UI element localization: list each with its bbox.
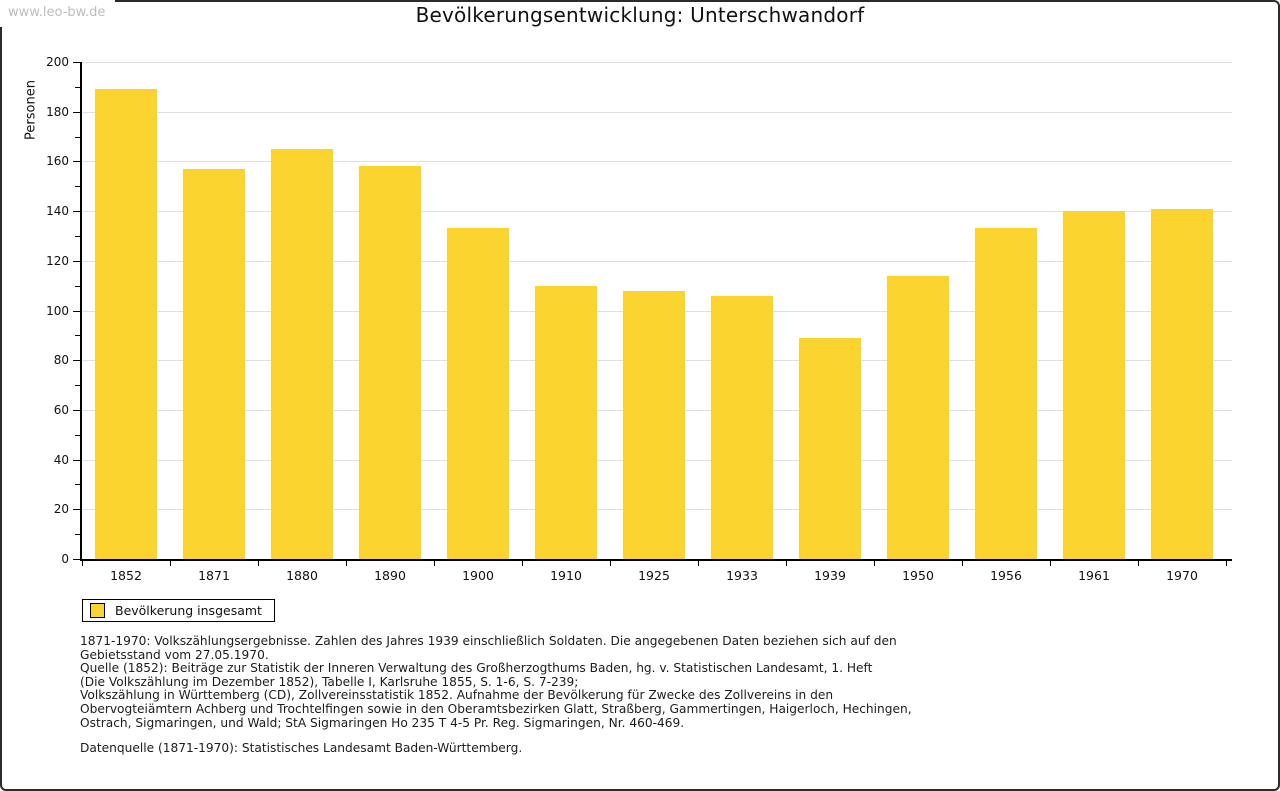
legend: Bevölkerung insgesamt <box>82 599 275 622</box>
x-axis-label-1852: 1852 <box>110 568 142 583</box>
y-axis-major-tick <box>73 509 80 511</box>
y-axis-minor-tick <box>75 385 80 387</box>
x-axis-label-1950: 1950 <box>902 568 934 583</box>
y-axis-major-tick <box>73 459 80 461</box>
bar-1961[interactable] <box>1063 211 1125 559</box>
x-axis-tick <box>610 559 611 566</box>
y-axis-major-tick <box>73 161 80 163</box>
x-axis-tick <box>346 559 347 566</box>
gridline <box>82 62 1232 63</box>
y-axis-minor-tick <box>75 235 80 237</box>
x-axis-label-1939: 1939 <box>814 568 846 583</box>
y-axis-tick-label: 60 <box>53 402 69 417</box>
bar-1900[interactable] <box>447 228 509 559</box>
bar-1910[interactable] <box>535 285 597 559</box>
y-axis-tick-label: 200 <box>46 55 69 69</box>
y-axis-tick-label: 40 <box>53 452 69 467</box>
footnotes-block: 1871-1970: Volkszählungsergebnisse. Zahl… <box>80 634 912 730</box>
x-axis-label-1890: 1890 <box>374 568 406 583</box>
gridline <box>82 211 1232 213</box>
x-axis-label-1933: 1933 <box>726 568 758 583</box>
x-axis-tick <box>1226 559 1227 566</box>
y-axis-major-tick <box>73 360 80 362</box>
datasource-line: Datenquelle (1871-1970): Statistisches L… <box>80 741 523 755</box>
y-axis-major-tick <box>73 260 80 262</box>
y-axis-minor-tick <box>75 434 80 436</box>
bar-1852[interactable] <box>95 89 157 559</box>
y-axis-minor-tick <box>75 484 80 486</box>
y-axis-major-tick <box>73 409 80 411</box>
y-axis-major-tick <box>73 211 80 213</box>
bar-1890[interactable] <box>359 166 421 559</box>
y-axis-minor-tick <box>75 534 80 536</box>
x-axis-tick <box>1138 559 1139 566</box>
watermark-link[interactable]: www.leo-bw.de <box>0 0 116 27</box>
y-axis-major-tick <box>73 111 80 113</box>
footnote-line: (Die Volkszählung im Dezember 1852), Tab… <box>80 674 579 689</box>
x-axis-tick <box>698 559 699 566</box>
x-axis-tick <box>82 559 83 566</box>
gridline <box>82 161 1232 163</box>
legend-label: Bevölkerung insgesamt <box>115 603 262 618</box>
x-axis-label-1961: 1961 <box>1078 568 1110 583</box>
x-axis-tick <box>874 559 875 566</box>
x-axis-tick <box>962 559 963 566</box>
x-axis-tick <box>258 559 259 566</box>
y-axis-label: Personen <box>23 80 39 140</box>
y-axis-tick-label: 160 <box>46 154 69 169</box>
y-axis-tick-label: 20 <box>53 502 69 517</box>
footnote-line: 1871-1970: Volkszählungsergebnisse. Zahl… <box>80 634 897 648</box>
footnote-line: Gebietsstand vom 27.05.1970. <box>80 647 269 662</box>
x-axis-tick <box>1050 559 1051 566</box>
y-axis-major-tick <box>73 310 80 312</box>
y-axis-minor-tick <box>75 186 80 188</box>
x-axis-tick <box>170 559 171 566</box>
y-axis-tick-label: 0 <box>61 552 69 566</box>
x-axis-label-1910: 1910 <box>550 568 582 583</box>
y-axis-tick-label: 140 <box>46 204 69 219</box>
bar-1950[interactable] <box>887 275 949 559</box>
y-axis-minor-tick <box>75 136 80 138</box>
x-axis-label-1956: 1956 <box>990 568 1022 583</box>
bar-1871[interactable] <box>183 168 245 559</box>
bar-1933[interactable] <box>711 295 773 559</box>
y-axis-major-tick <box>73 559 80 560</box>
y-axis-minor-tick <box>75 285 80 287</box>
x-axis-label-1880: 1880 <box>286 568 318 583</box>
bar-1925[interactable] <box>623 290 685 559</box>
y-axis-minor-tick <box>75 335 80 337</box>
legend-swatch-icon <box>90 603 105 618</box>
x-axis-label-1871: 1871 <box>198 568 230 583</box>
x-axis-label-1970: 1970 <box>1166 568 1198 583</box>
y-axis-tick-label: 120 <box>46 253 69 268</box>
bar-1956[interactable] <box>975 228 1037 559</box>
chart-title: Bevölkerungsentwicklung: Unterschwandorf <box>415 3 865 27</box>
x-axis-tick <box>786 559 787 566</box>
x-axis-tick <box>522 559 523 566</box>
bar-1880[interactable] <box>271 148 333 559</box>
bar-1939[interactable] <box>799 337 861 559</box>
x-axis-label-1925: 1925 <box>638 568 670 583</box>
footnote-line: Quelle (1852): Beiträge zur Statistik de… <box>80 661 873 676</box>
footnote-line: Obervogteiämtern Achberg und Trochtelfin… <box>80 701 912 716</box>
y-axis-tick-label: 180 <box>46 104 69 119</box>
bar-1970[interactable] <box>1151 208 1213 559</box>
x-axis-tick <box>434 559 435 566</box>
y-axis-major-tick <box>73 62 80 63</box>
y-axis-tick-label: 80 <box>53 353 69 368</box>
x-axis-label-1900: 1900 <box>462 568 494 583</box>
y-axis-minor-tick <box>75 86 80 88</box>
footnote-line: Ostrach, Sigmaringen, und Wald; StA Sigm… <box>80 715 685 730</box>
footnote-line: Volkszählung in Württemberg (CD), Zollve… <box>80 688 834 703</box>
plot-area: 0 20 40 60 80 100 120 140 160 180 200 1852 1871 1880 1… <box>46 55 1232 583</box>
gridline <box>82 260 1232 262</box>
gridline <box>82 111 1232 113</box>
y-axis-tick-label: 100 <box>46 303 69 318</box>
